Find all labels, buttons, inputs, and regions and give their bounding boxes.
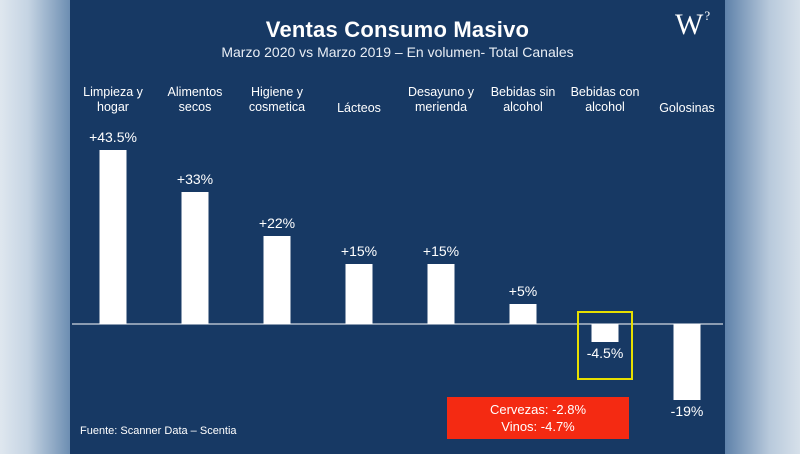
bar — [427, 264, 455, 324]
category-label: Desayuno y — [408, 85, 475, 99]
category-label: Limpieza y — [83, 85, 143, 99]
bar — [181, 192, 209, 324]
value-label: -19% — [671, 403, 704, 419]
bar — [345, 264, 373, 324]
category-label: merienda — [415, 100, 467, 114]
value-label: -4.5% — [587, 345, 624, 361]
value-label: +15% — [423, 243, 459, 259]
bar — [263, 236, 291, 324]
bar — [673, 324, 701, 400]
source-note: Fuente: Scanner Data – Scentia — [80, 425, 237, 437]
category-label: Lácteos — [337, 101, 381, 115]
callout-line-wine: Vinos: -4.7% — [501, 419, 575, 434]
category-label: Golosinas — [659, 101, 715, 115]
category-label: Alimentos — [168, 85, 223, 99]
category-label: Higiene y — [251, 85, 304, 99]
category-label: alcohol — [503, 100, 543, 114]
value-label: +15% — [341, 243, 377, 259]
logo-question-mark: ? — [704, 8, 711, 23]
category-label: hogar — [97, 100, 129, 114]
chart-subtitle: Marzo 2020 vs Marzo 2019 – En volumen- T… — [221, 44, 574, 60]
value-label: +22% — [259, 215, 295, 231]
bar — [591, 324, 619, 342]
beverage-breakdown-callout: Cervezas: -2.8% Vinos: -4.7% — [447, 397, 629, 439]
background-right — [725, 0, 800, 454]
category-label: secos — [179, 100, 212, 114]
value-label: +43.5% — [89, 129, 137, 145]
category-label: Bebidas con — [571, 85, 640, 99]
category-label: alcohol — [585, 100, 625, 114]
chart-title: Ventas Consumo Masivo — [265, 17, 530, 42]
background-left — [0, 0, 70, 454]
category-label: Bebidas sin — [491, 85, 556, 99]
highlight-box — [577, 311, 633, 380]
brand-logo: W? — [675, 8, 710, 42]
bar — [509, 304, 537, 324]
value-label: +5% — [509, 283, 537, 299]
bar — [99, 150, 127, 324]
logo-letter: W — [675, 8, 704, 41]
value-label: +33% — [177, 171, 213, 187]
category-label: cosmetica — [249, 100, 305, 114]
callout-line-beer: Cervezas: -2.8% — [489, 402, 587, 417]
